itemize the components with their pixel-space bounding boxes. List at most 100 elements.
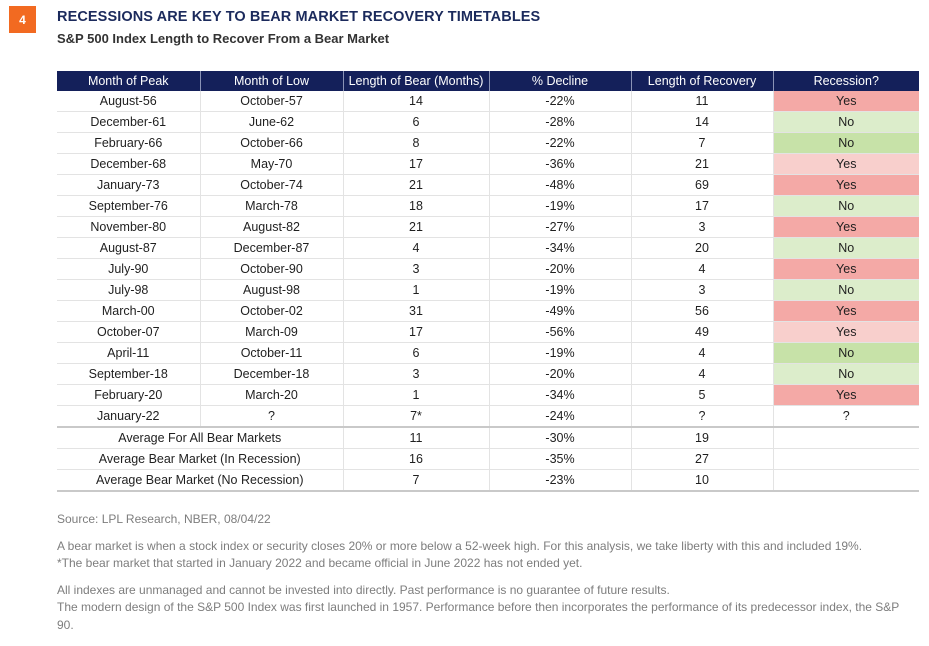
cell-month-of-low: August-82	[199, 216, 343, 238]
cell-length-of-bear: 7	[342, 469, 489, 492]
cell-recession: No	[772, 237, 919, 259]
notes-section: Source: LPL Research, NBER, 08/04/22 A b…	[57, 511, 917, 634]
table-row: July-90 October-90 3 -20% 4 Yes	[57, 258, 919, 280]
disclaimer: All indexes are unmanaged and cannot be …	[57, 582, 670, 597]
cell-length-of-recovery: 3	[630, 216, 773, 238]
cell-length-of-recovery: 4	[630, 363, 773, 385]
cell-length-of-bear: 6	[342, 342, 489, 364]
footnote: *The bear market that started in January…	[57, 556, 583, 570]
bear-market-definition: A bear market is when a stock index or s…	[57, 538, 863, 553]
average-row: Average Bear Market (In Recession) 16 -35%…	[57, 448, 919, 470]
cell-recession: No	[772, 342, 919, 364]
source-note: Source: LPL Research, NBER, 08/04/22	[57, 512, 271, 526]
cell-recession: Yes	[772, 216, 919, 238]
cell-month-of-peak: December-61	[57, 111, 200, 133]
cell-length-of-recovery: 5	[630, 384, 773, 406]
cell-percent-decline: -34%	[488, 384, 631, 406]
header-length-of-bear: Length of Bear (Months)	[342, 71, 489, 91]
cell-length-of-bear: 17	[342, 321, 489, 343]
cell-length-of-bear: 3	[342, 363, 489, 385]
cell-month-of-low: October-66	[199, 132, 343, 154]
cell-recession: ?	[772, 405, 919, 427]
cell-month-of-peak: January-22	[57, 405, 200, 427]
cell-month-of-peak: October-07	[57, 321, 200, 343]
table-body: August-56 October-57 14 -22% 11 Yes December-6…	[57, 91, 919, 492]
cell-month-of-peak: September-76	[57, 195, 200, 217]
cell-month-of-low: October-90	[199, 258, 343, 280]
cell-month-of-low: March-20	[199, 384, 343, 406]
cell-length-of-bear: 14	[342, 91, 489, 112]
cell-recession	[772, 426, 919, 449]
cell-month-of-peak: February-66	[57, 132, 200, 154]
header-recession: Recession?	[772, 71, 919, 91]
cell-month-of-low: December-87	[199, 237, 343, 259]
cell-month-of-low: June-62	[199, 111, 343, 133]
cell-length-of-bear: 1	[342, 279, 489, 301]
header-length-of-recovery: Length of Recovery	[630, 71, 773, 91]
cell-percent-decline: -34%	[488, 237, 631, 259]
cell-month-of-low: October-11	[199, 342, 343, 364]
cell-month-of-peak: March-00	[57, 300, 200, 322]
cell-percent-decline: -36%	[488, 153, 631, 175]
cell-percent-decline: -19%	[488, 279, 631, 301]
cell-length-of-recovery: 4	[630, 258, 773, 280]
cell-month-of-low: March-78	[199, 195, 343, 217]
cell-month-of-low: May-70	[199, 153, 343, 175]
cell-percent-decline: -19%	[488, 342, 631, 364]
figure-title: RECESSIONS ARE KEY TO BEAR MARKET RECOVE…	[57, 9, 541, 25]
cell-percent-decline: -35%	[488, 448, 631, 470]
cell-recession: Yes	[772, 300, 919, 322]
cell-month-of-low: March-09	[199, 321, 343, 343]
header-month-of-peak: Month of Peak	[57, 71, 200, 91]
cell-percent-decline: -49%	[488, 300, 631, 322]
cell-month-of-peak: August-56	[99, 94, 157, 108]
cell-month-of-peak: December-68	[57, 153, 200, 175]
cell-percent-decline: -28%	[488, 111, 631, 133]
cell-length-of-bear: 4	[342, 237, 489, 259]
cell-percent-decline: -19%	[488, 195, 631, 217]
cell-length-of-bear: 16	[342, 448, 489, 470]
table-row: February-20 March-20 1 -34% 5 Yes	[57, 384, 919, 406]
cell-month-of-peak: November-80	[57, 216, 200, 238]
average-row: Average Bear Market (No Recession) 7 -23% 1…	[57, 469, 919, 492]
cell-recession: No	[772, 111, 919, 133]
cell-month-of-low: October-02	[199, 300, 343, 322]
table-row: January-22? 7* -24%??	[57, 405, 919, 427]
cell-month-of-low: August-98	[199, 279, 343, 301]
cell-recession: Yes	[772, 321, 919, 343]
cell-length-of-bear: 7*	[342, 405, 489, 427]
cell-percent-decline: -20%	[488, 258, 631, 280]
header-month-of-low: Month of Low	[199, 71, 343, 91]
cell-percent-decline: -30%	[488, 426, 631, 449]
table-row: July-98 August-98 1 -19% 3 No	[57, 279, 919, 301]
cell-month-of-peak: August-87	[57, 237, 200, 259]
cell-recession	[772, 448, 919, 470]
cell-month-of-peak: July-98	[57, 279, 200, 301]
cell-recession: Yes	[772, 258, 919, 280]
cell-length-of-recovery: 7	[630, 132, 773, 154]
figure-subtitle: S&P 500 Index Length to Recover From a B…	[57, 31, 390, 46]
table-row: August-56 October-57 14 -22% 11 Yes	[57, 91, 919, 112]
cell-average-label: Average For All Bear Markets	[57, 426, 343, 449]
cell-length-of-recovery: 4	[630, 342, 773, 364]
cell-percent-decline: -23%	[488, 469, 631, 492]
cell-length-of-recovery: 27	[630, 448, 773, 470]
index-history-note: The modern design of the S&P 500 Index w…	[57, 600, 900, 632]
cell-length-of-recovery: 69	[630, 174, 773, 196]
cell-percent-decline: -24%	[488, 405, 631, 427]
cell-month-of-low: December-18	[199, 363, 343, 385]
cell-length-of-recovery: 17	[630, 195, 773, 217]
table-row: December-68 May-70 17 -36% 21 Yes	[57, 153, 919, 175]
cell-recession: No	[772, 132, 919, 154]
cell-length-of-recovery: 21	[630, 153, 773, 175]
table-row: November-80 August-82 21 -27% 3 Yes	[57, 216, 919, 238]
cell-length-of-bear: 1	[342, 384, 489, 406]
cell-length-of-bear: 8	[342, 132, 489, 154]
cell-month-of-low: October-74	[199, 174, 343, 196]
header-percent-decline: % Decline	[488, 71, 631, 91]
cell-percent-decline: -48%	[488, 174, 631, 196]
cell-month-of-peak: September-18	[57, 363, 200, 385]
cell-percent-decline: -22%	[488, 132, 631, 154]
cell-length-of-recovery: 14	[630, 111, 773, 133]
table-row: February-66 October-66 8 -22% 7 No	[57, 132, 919, 154]
